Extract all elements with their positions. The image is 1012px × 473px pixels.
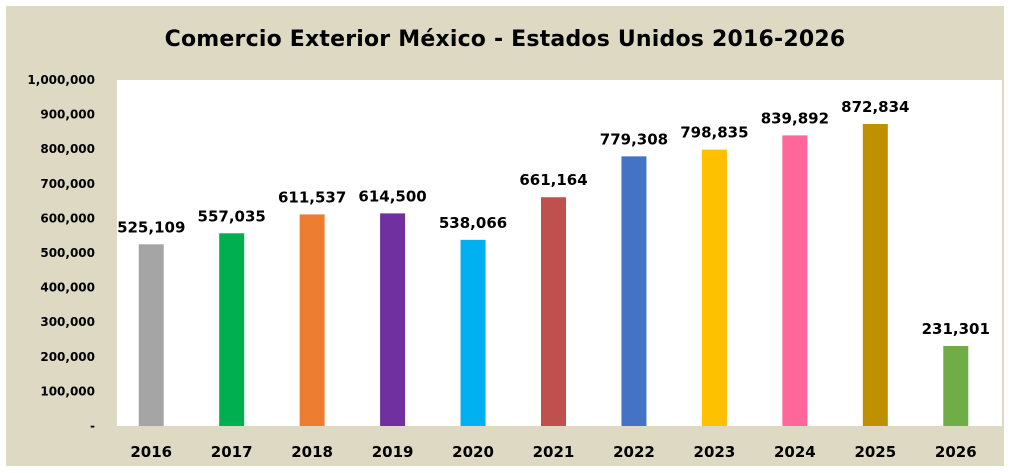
data-label-2016: 525,109 xyxy=(117,218,185,236)
x-tick-label-2016: 2016 xyxy=(130,443,172,461)
bar-2026 xyxy=(943,345,969,426)
y-tick-label: 800,000 xyxy=(40,142,95,156)
bar-2024 xyxy=(782,135,808,426)
y-tick-label: 500,000 xyxy=(40,246,95,260)
x-tick-label-2019: 2019 xyxy=(372,443,414,461)
x-tick-label-2017: 2017 xyxy=(211,443,253,461)
data-label-2018: 611,537 xyxy=(278,188,346,206)
data-label-2020: 538,066 xyxy=(439,214,507,232)
bar-2019 xyxy=(380,213,406,426)
data-label-2017: 557,035 xyxy=(198,207,266,225)
x-tick-label-2024: 2024 xyxy=(774,443,816,461)
x-tick-label-2020: 2020 xyxy=(452,443,494,461)
y-tick-label: 100,000 xyxy=(40,384,95,398)
x-tick-label-2022: 2022 xyxy=(613,443,655,461)
bar-2017 xyxy=(219,233,245,426)
bar-2018 xyxy=(299,214,325,426)
data-label-2025: 872,834 xyxy=(841,98,909,116)
data-label-2024: 839,892 xyxy=(761,109,829,127)
y-tick-label: 400,000 xyxy=(40,281,95,295)
bar-2016 xyxy=(138,244,164,426)
y-tick-label: 700,000 xyxy=(40,177,95,191)
bar-2021 xyxy=(541,197,566,426)
y-tick-label: 600,000 xyxy=(40,211,95,225)
data-label-2023: 798,835 xyxy=(680,124,748,142)
bar-2023 xyxy=(701,149,727,426)
x-tick-label-2018: 2018 xyxy=(291,443,333,461)
data-label-2019: 614,500 xyxy=(358,187,426,205)
bar-2022 xyxy=(621,156,647,426)
y-tick-label: 900,000 xyxy=(40,108,95,122)
chart-title: Comercio Exterior México - Estados Unido… xyxy=(164,27,846,52)
y-tick-label: 1,000,000 xyxy=(27,73,95,87)
y-tick-label: 300,000 xyxy=(40,315,95,329)
x-tick-label-2025: 2025 xyxy=(854,443,896,461)
data-label-2026: 231,301 xyxy=(922,320,990,338)
x-tick-label-2026: 2026 xyxy=(935,443,977,461)
data-label-2022: 779,308 xyxy=(600,130,668,148)
data-label-2021: 661,164 xyxy=(519,171,587,189)
bar-2025 xyxy=(862,123,888,426)
y-tick-label: 200,000 xyxy=(40,350,95,364)
bar-2020 xyxy=(460,239,486,426)
x-tick-label-2021: 2021 xyxy=(533,443,575,461)
y-tick-label: - xyxy=(90,419,95,433)
x-tick-label-2023: 2023 xyxy=(694,443,736,461)
